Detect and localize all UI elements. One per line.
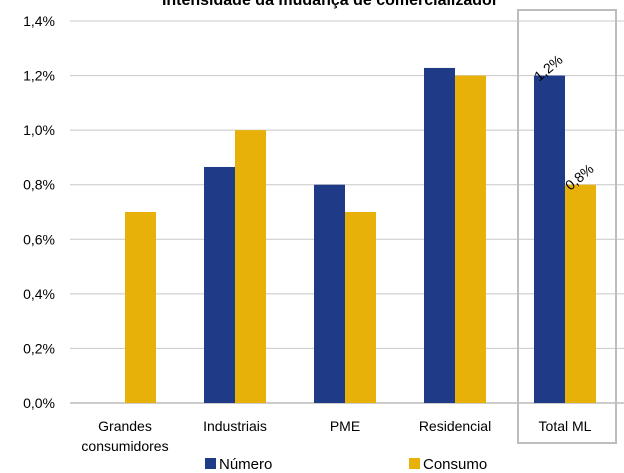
legend-swatch [409,458,420,469]
bar [125,212,156,403]
y-tick-label: 0,2% [23,340,55,356]
bar [455,75,486,404]
category-label: Industriais [203,418,267,434]
y-tick-label: 1,4% [23,13,55,29]
y-axis-ticks: 0,0% 0,2% 0,4% 0,6% 0,8% 1,0% 1,2% 1,4% [23,13,55,411]
y-tick-label: 1,2% [23,68,55,84]
bar [424,67,455,403]
legend: Número Consumo [205,456,487,473]
y-tick-label: 0,0% [23,395,55,411]
category-label: PME [330,418,360,434]
legend-label: Consumo [423,456,487,473]
category-label: consumidores [81,438,168,454]
y-tick-label: 1,0% [23,122,55,138]
y-tick-label: 0,6% [23,231,55,247]
bar [565,184,596,403]
bar [204,166,235,403]
legend-label: Número [219,456,272,473]
y-tick-label: 0,4% [23,286,55,302]
chart-title: Intensidade da mudança de comercializado… [162,0,498,9]
bar [314,184,345,403]
bar [534,75,565,404]
bar [235,130,266,403]
y-tick-label: 0,8% [23,177,55,193]
category-labels: Grandes consumidores Industriais PME Residen… [81,418,591,454]
bars [125,67,596,404]
total-ml-highlight-box [517,9,617,444]
bar [345,212,376,403]
category-label: Residencial [419,418,491,434]
category-label: Grandes [98,418,152,434]
category-label: Total ML [539,418,592,434]
legend-swatch [205,458,216,469]
